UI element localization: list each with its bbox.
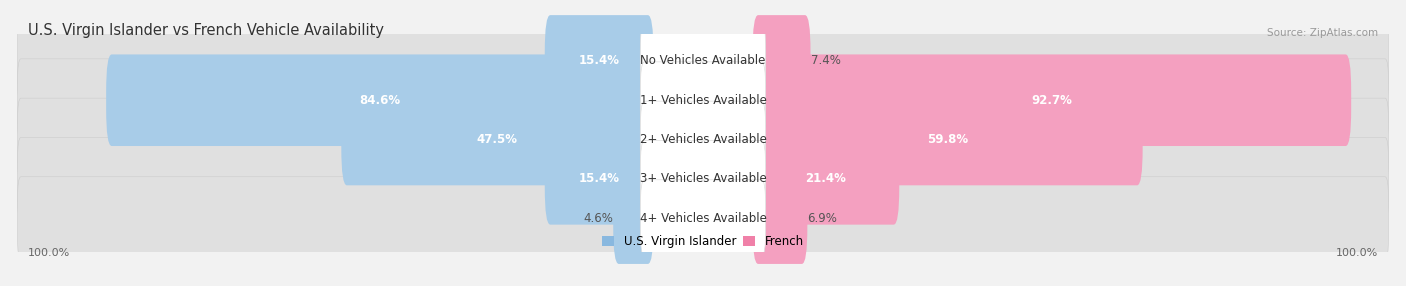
FancyBboxPatch shape — [752, 94, 1143, 185]
FancyBboxPatch shape — [342, 94, 654, 185]
Text: 100.0%: 100.0% — [28, 248, 70, 258]
FancyBboxPatch shape — [752, 133, 900, 225]
Text: 84.6%: 84.6% — [359, 94, 401, 107]
FancyBboxPatch shape — [640, 62, 766, 139]
FancyBboxPatch shape — [17, 177, 1389, 259]
FancyBboxPatch shape — [640, 23, 766, 99]
Text: 100.0%: 100.0% — [1336, 248, 1378, 258]
Text: 59.8%: 59.8% — [927, 133, 969, 146]
FancyBboxPatch shape — [752, 15, 810, 107]
Text: 2+ Vehicles Available: 2+ Vehicles Available — [640, 133, 766, 146]
FancyBboxPatch shape — [17, 59, 1389, 142]
FancyBboxPatch shape — [613, 172, 654, 264]
Text: 4.6%: 4.6% — [583, 212, 613, 225]
Text: 15.4%: 15.4% — [579, 54, 620, 67]
Text: 3+ Vehicles Available: 3+ Vehicles Available — [640, 172, 766, 185]
Text: 15.4%: 15.4% — [579, 172, 620, 185]
Text: 6.9%: 6.9% — [807, 212, 837, 225]
FancyBboxPatch shape — [107, 54, 654, 146]
FancyBboxPatch shape — [640, 140, 766, 217]
FancyBboxPatch shape — [17, 138, 1389, 220]
Text: 1+ Vehicles Available: 1+ Vehicles Available — [640, 94, 766, 107]
FancyBboxPatch shape — [544, 133, 654, 225]
Text: U.S. Virgin Islander vs French Vehicle Availability: U.S. Virgin Islander vs French Vehicle A… — [28, 23, 384, 37]
FancyBboxPatch shape — [17, 98, 1389, 181]
Legend: U.S. Virgin Islander, French: U.S. Virgin Islander, French — [602, 235, 804, 248]
Text: 7.4%: 7.4% — [810, 54, 841, 67]
Text: 92.7%: 92.7% — [1032, 94, 1073, 107]
FancyBboxPatch shape — [17, 19, 1389, 102]
FancyBboxPatch shape — [544, 15, 654, 107]
Text: 47.5%: 47.5% — [477, 133, 517, 146]
Text: Source: ZipAtlas.com: Source: ZipAtlas.com — [1267, 27, 1378, 37]
Text: 21.4%: 21.4% — [806, 172, 846, 185]
FancyBboxPatch shape — [752, 54, 1351, 146]
FancyBboxPatch shape — [752, 172, 807, 264]
FancyBboxPatch shape — [640, 180, 766, 257]
Text: No Vehicles Available: No Vehicles Available — [640, 54, 766, 67]
FancyBboxPatch shape — [640, 101, 766, 178]
Text: 4+ Vehicles Available: 4+ Vehicles Available — [640, 212, 766, 225]
